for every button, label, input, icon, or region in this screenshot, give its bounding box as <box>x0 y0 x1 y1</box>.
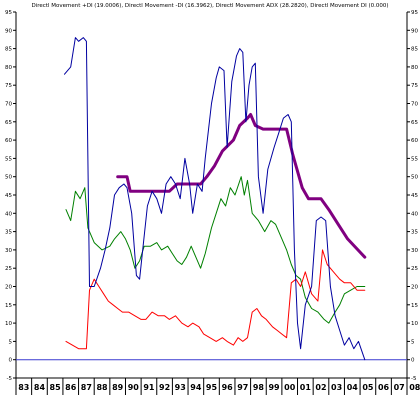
y-tick-label-left: 25 <box>5 266 12 272</box>
y-tick-label-left: 45 <box>5 193 12 199</box>
series-layer <box>16 37 407 361</box>
x-tick-label: 92 <box>159 383 170 392</box>
x-tick-label: 89 <box>112 383 124 392</box>
y-tick-label-right: 40 <box>411 211 418 217</box>
y-tick-label-right: 10 <box>411 321 418 327</box>
y-tick-label-right: 0 <box>411 358 415 364</box>
x-tick-label: 85 <box>50 383 62 392</box>
y-tick-label-left: 65 <box>5 120 12 126</box>
y-tick-label-right: 5 <box>411 339 415 345</box>
x-tick-label: 90 <box>128 383 140 392</box>
y-tick-label-left: 20 <box>5 285 12 291</box>
x-tick-label: 02 <box>315 383 326 392</box>
x-tick-label: 96 <box>222 383 234 392</box>
y-tick-label-right: 80 <box>411 65 418 71</box>
y-tick-label-right: 65 <box>411 120 418 126</box>
x-tick-label: 87 <box>81 383 92 392</box>
y-tick-label-right: 70 <box>411 102 418 108</box>
y-tick-label-left: 30 <box>5 248 12 254</box>
x-tick-label: 07 <box>394 383 405 392</box>
x-tick-label: 01 <box>300 383 312 392</box>
x-tick-label: 94 <box>190 383 202 392</box>
y-tick-label-right: -5 <box>411 376 417 382</box>
x-tick-label: 97 <box>237 383 248 392</box>
y-tick-label-left: 75 <box>5 83 12 89</box>
y-tick-label-right: 75 <box>411 83 418 89</box>
series-line-3 <box>64 37 366 361</box>
x-tick-label: 88 <box>96 383 108 392</box>
y-tick-label-right: 25 <box>411 266 418 272</box>
x-tick-label: 95 <box>206 383 218 392</box>
x-tick-label: 84 <box>34 383 46 392</box>
y-tick-label-right: 85 <box>411 47 418 53</box>
series-line-0 <box>65 176 366 324</box>
y-tick-label-left: 40 <box>5 211 12 217</box>
y-tick-label-left: -5 <box>7 376 13 382</box>
x-tick-label: 83 <box>18 383 29 392</box>
x-tick-label: 06 <box>378 383 390 392</box>
y-tick-label-right: 30 <box>411 248 418 254</box>
x-tick-label: 91 <box>143 383 155 392</box>
y-tick-label-left: 60 <box>5 138 12 144</box>
y-tick-label-left: 10 <box>5 321 12 327</box>
chart-title: Directl Movement +DI (19.0006), Directl … <box>31 3 388 9</box>
y-tick-label-left: 90 <box>5 28 12 34</box>
y-tick-label-right: 15 <box>411 303 418 309</box>
x-tick-label: 86 <box>65 383 77 392</box>
x-tick-label: 99 <box>268 383 280 392</box>
y-tick-label-left: 55 <box>5 156 12 162</box>
y-tick-label-right: 60 <box>411 138 418 144</box>
y-tick-label-left: 85 <box>5 47 12 53</box>
y-tick-label-left: 15 <box>5 303 12 309</box>
y-tick-label-left: 80 <box>5 65 12 71</box>
y-tick-label-right: 35 <box>411 230 418 236</box>
series-line-1 <box>65 249 366 350</box>
y-tick-label-right: 90 <box>411 28 418 34</box>
x-tick-label: 08 <box>409 383 420 392</box>
series-line-2 <box>116 113 367 259</box>
y-tick-label-right: 55 <box>411 156 418 162</box>
x-tick-label: 05 <box>362 383 374 392</box>
y-tick-label-left: 95 <box>5 10 12 16</box>
y-tick-label-left: 5 <box>9 339 13 345</box>
x-tick-label: 03 <box>331 383 342 392</box>
y-tick-label-left: 35 <box>5 230 12 236</box>
y-tick-label-right: 45 <box>411 193 418 199</box>
x-tick-label: 93 <box>175 383 186 392</box>
y-tick-label-right: 50 <box>411 175 418 181</box>
x-tick-label: 98 <box>253 383 265 392</box>
x-tick-label: 04 <box>347 383 359 392</box>
y-tick-label-right: 95 <box>411 10 418 16</box>
y-tick-label-right: 20 <box>411 285 418 291</box>
y-tick-label-left: 0 <box>9 358 13 364</box>
x-tick-label: 00 <box>284 383 296 392</box>
y-tick-label-left: 70 <box>5 102 12 108</box>
y-tick-label-left: 50 <box>5 175 12 181</box>
